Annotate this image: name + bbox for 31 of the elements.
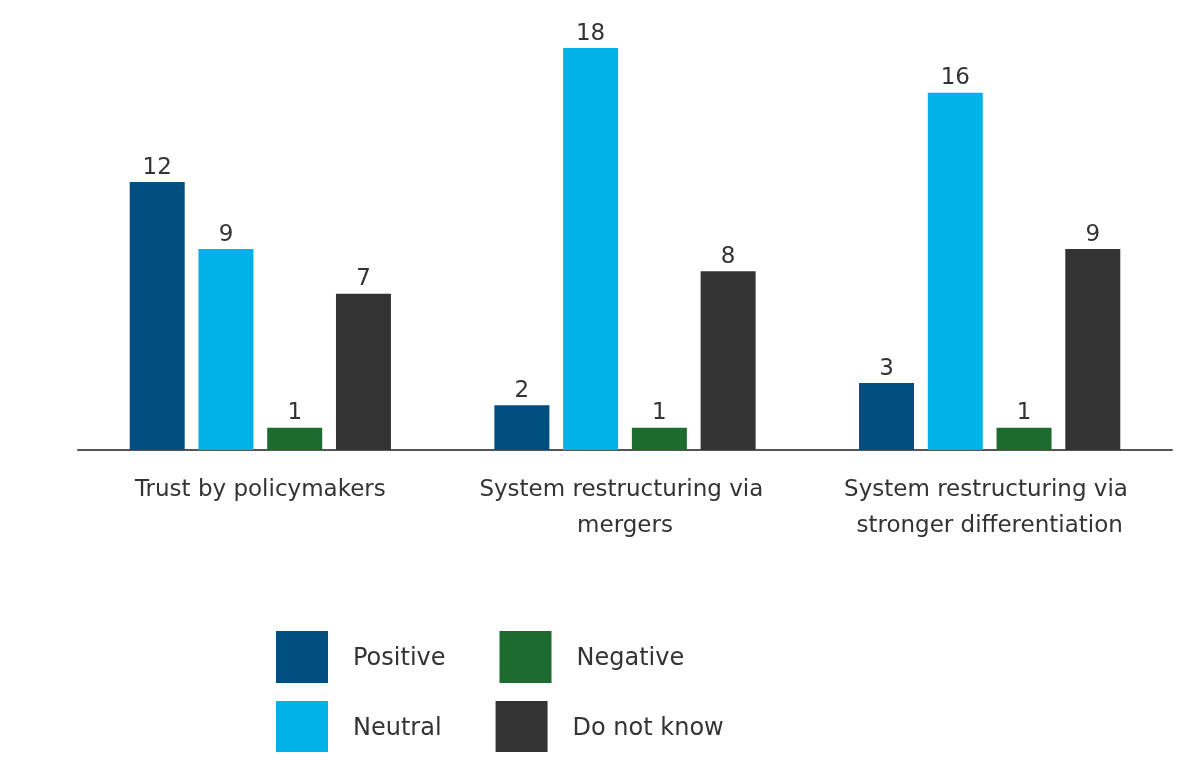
x-tick-label: Trust by policymakers (133, 475, 386, 501)
bar (267, 427, 323, 450)
data-label: 7 (356, 264, 371, 291)
data-label: 12 (142, 152, 172, 179)
data-label: 2 (514, 375, 530, 402)
data-label: 8 (720, 241, 736, 268)
data-label: 1 (652, 398, 667, 425)
bar (700, 271, 756, 450)
data-label: 9 (1085, 219, 1101, 246)
data-label: 16 (940, 63, 970, 90)
bar (927, 92, 983, 450)
bar (631, 427, 687, 450)
legend-label: Neutral (353, 713, 442, 741)
legend-label: Positive (353, 643, 446, 671)
data-label: 3 (879, 353, 894, 380)
x-tick-label: System restructuring via stronger differentiation (844, 475, 1136, 537)
bar (494, 405, 550, 450)
bar (859, 383, 915, 450)
data-label: 1 (287, 398, 303, 425)
bar (1065, 249, 1121, 450)
data-label: 1 (1016, 398, 1032, 425)
bar (198, 249, 254, 450)
bar (563, 48, 619, 450)
bar (996, 427, 1052, 450)
bar (335, 293, 391, 450)
data-label: 18 (575, 18, 606, 45)
bar (129, 182, 185, 450)
legend-label: Do not know (572, 713, 724, 741)
legend-label: Negative (576, 643, 685, 671)
x-tick-label: System restructuring via mergers (479, 475, 771, 537)
data-label: 9 (218, 219, 234, 246)
